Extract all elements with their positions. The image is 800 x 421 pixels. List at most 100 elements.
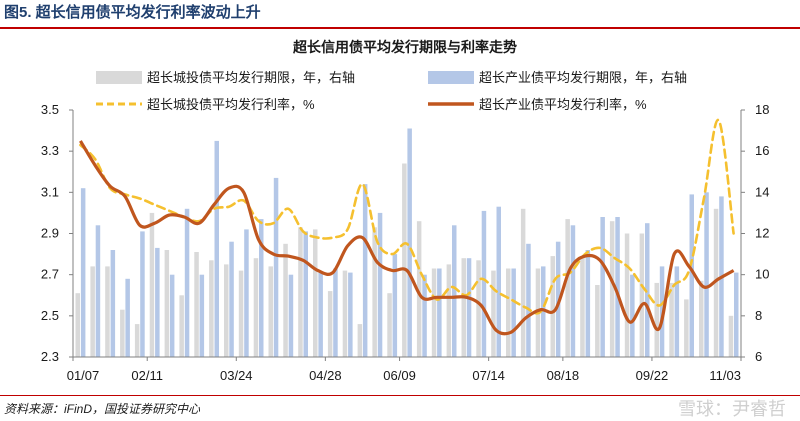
city-tenor-bar-3 <box>120 309 125 357</box>
city-tenor-bar-22 <box>402 163 407 357</box>
x-tick-label-2: 03/24 <box>220 368 253 383</box>
city-tenor-bar-20 <box>372 227 377 357</box>
ind-tenor-bar-35 <box>600 217 605 357</box>
ind-tenor-bar-0 <box>80 188 86 357</box>
figure-title: 图5. 超长信用债平均发行利率波动上升 <box>4 4 261 21</box>
ind-tenor-bar-40 <box>674 266 680 357</box>
right-tick-label-6: 18 <box>755 102 769 117</box>
x-tick-label-4: 06/09 <box>383 368 416 383</box>
left-tick-label-3: 2.9 <box>41 226 59 241</box>
city-tenor-bar-19 <box>357 324 363 357</box>
ind-tenor-bar-9 <box>214 140 219 357</box>
ind-tenor-bar-41 <box>689 194 694 357</box>
city-tenor-bar-12 <box>253 258 259 357</box>
ind-tenor-bar-20 <box>377 212 383 357</box>
right-tick-label-5: 16 <box>755 143 769 158</box>
city-tenor-bar-15 <box>298 227 303 357</box>
city-tenor-bar-13 <box>268 266 273 357</box>
city-tenor-bar-43 <box>713 208 719 357</box>
x-tick-label-6: 08/18 <box>547 368 580 383</box>
ind-tenor-bar-25 <box>452 225 457 357</box>
ind-tenor-bar-7 <box>184 208 190 357</box>
city-tenor-bar-9 <box>209 260 214 357</box>
ind-tenor-bar-42 <box>704 192 709 357</box>
ind-tenor-bar-37 <box>630 274 635 357</box>
ind-tenor-bar-24 <box>437 268 442 357</box>
city-tenor-bar-44 <box>728 315 734 357</box>
city-tenor-bar-1 <box>90 266 95 357</box>
legend-swatch-city-bar <box>96 71 142 84</box>
ind-tenor-bar-44 <box>734 272 739 357</box>
axes: 2.3 2.5 2.7 2.9 3.1 3.3 3.5 6 8 10 12 14 16 18 01/07 02… <box>41 102 770 383</box>
ind-tenor-bar-30 <box>526 243 531 357</box>
ind-tenor-bar-17 <box>333 268 338 357</box>
ind-tenor-bar-8 <box>199 274 205 357</box>
city-tenor-bar-41 <box>684 299 689 357</box>
ind-tenor-bar-16 <box>318 272 323 357</box>
city-tenor-bar-38 <box>639 233 645 357</box>
city-tenor-bar-25 <box>446 264 452 357</box>
city-tenor-bar-26 <box>461 258 466 357</box>
right-tick-label-0: 6 <box>755 349 762 364</box>
city-tenor-bar-24 <box>431 268 437 357</box>
source-note: 资料来源：iFinD，国投证券研究中心 <box>4 402 201 416</box>
ind-tenor-bar-19 <box>362 184 368 357</box>
ind-tenor-bar-4 <box>140 231 145 357</box>
city-tenor-bar-21 <box>387 293 392 357</box>
watermark: 雪球：尹睿哲 <box>678 399 786 419</box>
ind-tenor-bar-5 <box>155 247 160 357</box>
ind-tenor-bar-22 <box>407 128 412 357</box>
city-tenor-bar-6 <box>164 250 170 357</box>
x-tick-label-3: 04/28 <box>309 368 342 383</box>
city-tenor-bar-27 <box>476 260 481 357</box>
left-tick-label-4: 3.1 <box>41 184 59 199</box>
ind-tenor-bar-3 <box>125 278 130 357</box>
city-tenor-bar-10 <box>224 264 229 357</box>
ind-tenor-bar-28 <box>496 206 501 357</box>
title-rule <box>0 27 800 29</box>
city-tenor-bar-39 <box>654 282 659 357</box>
right-tick-label-4: 14 <box>755 184 769 199</box>
ind-tenor-bar-11 <box>244 229 249 357</box>
city-tenor-bar-7 <box>179 295 184 358</box>
ind-rate-line <box>79 140 735 336</box>
rate-tenor-chart: 超长信用债平均发行期限与利率走势 超长城投债平均发行期限，年，右轴 超长产业债平… <box>41 39 770 383</box>
city-tenor-bar-34 <box>580 256 585 357</box>
x-tick-label-5: 07/14 <box>472 368 505 383</box>
legend-label-ind-bar: 超长产业债平均发行期限，年，右轴 <box>479 70 687 85</box>
city-tenor-bar-8 <box>194 252 199 357</box>
city-tenor-bar-5 <box>149 212 155 357</box>
city-tenor-bar-2 <box>105 266 110 357</box>
ind-tenor-bar-33 <box>570 225 576 357</box>
ind-tenor-bar-12 <box>259 219 264 357</box>
city-tenor-bar-0 <box>75 293 80 357</box>
city-tenor-bar-32 <box>550 256 555 357</box>
legend-label-ind-line: 超长产业债平均发行利率，% <box>479 97 647 112</box>
ind-tenor-bar-13 <box>273 177 279 357</box>
ind-tenor-bar-27 <box>481 210 487 357</box>
left-tick-label-2: 2.7 <box>41 267 59 282</box>
ind-tenor-bar-36 <box>615 217 620 357</box>
chart-title: 超长信用债平均发行期限与利率走势 <box>292 39 517 55</box>
left-tick-label-5: 3.3 <box>41 143 59 158</box>
ind-tenor-bar-21 <box>392 254 398 357</box>
ind-tenor-bar-1 <box>95 225 101 357</box>
ind-tenor-bar-31 <box>541 266 546 357</box>
city-tenor-bar-29 <box>506 268 511 357</box>
x-tick-label-0: 01/07 <box>67 368 100 383</box>
ind-tenor-bar-34 <box>585 250 591 357</box>
city-tenor-bar-14 <box>283 243 288 357</box>
ind-tenor-bar-23 <box>422 274 427 357</box>
line-layer <box>79 118 735 336</box>
city-tenor-bar-35 <box>595 285 600 357</box>
right-tick-label-1: 8 <box>755 308 762 323</box>
city-tenor-bar-28 <box>491 270 496 357</box>
ind-tenor-bar-6 <box>169 274 175 357</box>
city-tenor-bar-42 <box>699 280 704 357</box>
ind-tenor-bar-2 <box>110 250 116 357</box>
ind-tenor-bar-29 <box>511 268 516 357</box>
city-tenor-bar-16 <box>313 229 318 357</box>
ind-tenor-bar-10 <box>229 241 234 357</box>
x-tick-label-1: 02/11 <box>131 368 163 383</box>
city-tenor-bar-37 <box>624 233 630 357</box>
